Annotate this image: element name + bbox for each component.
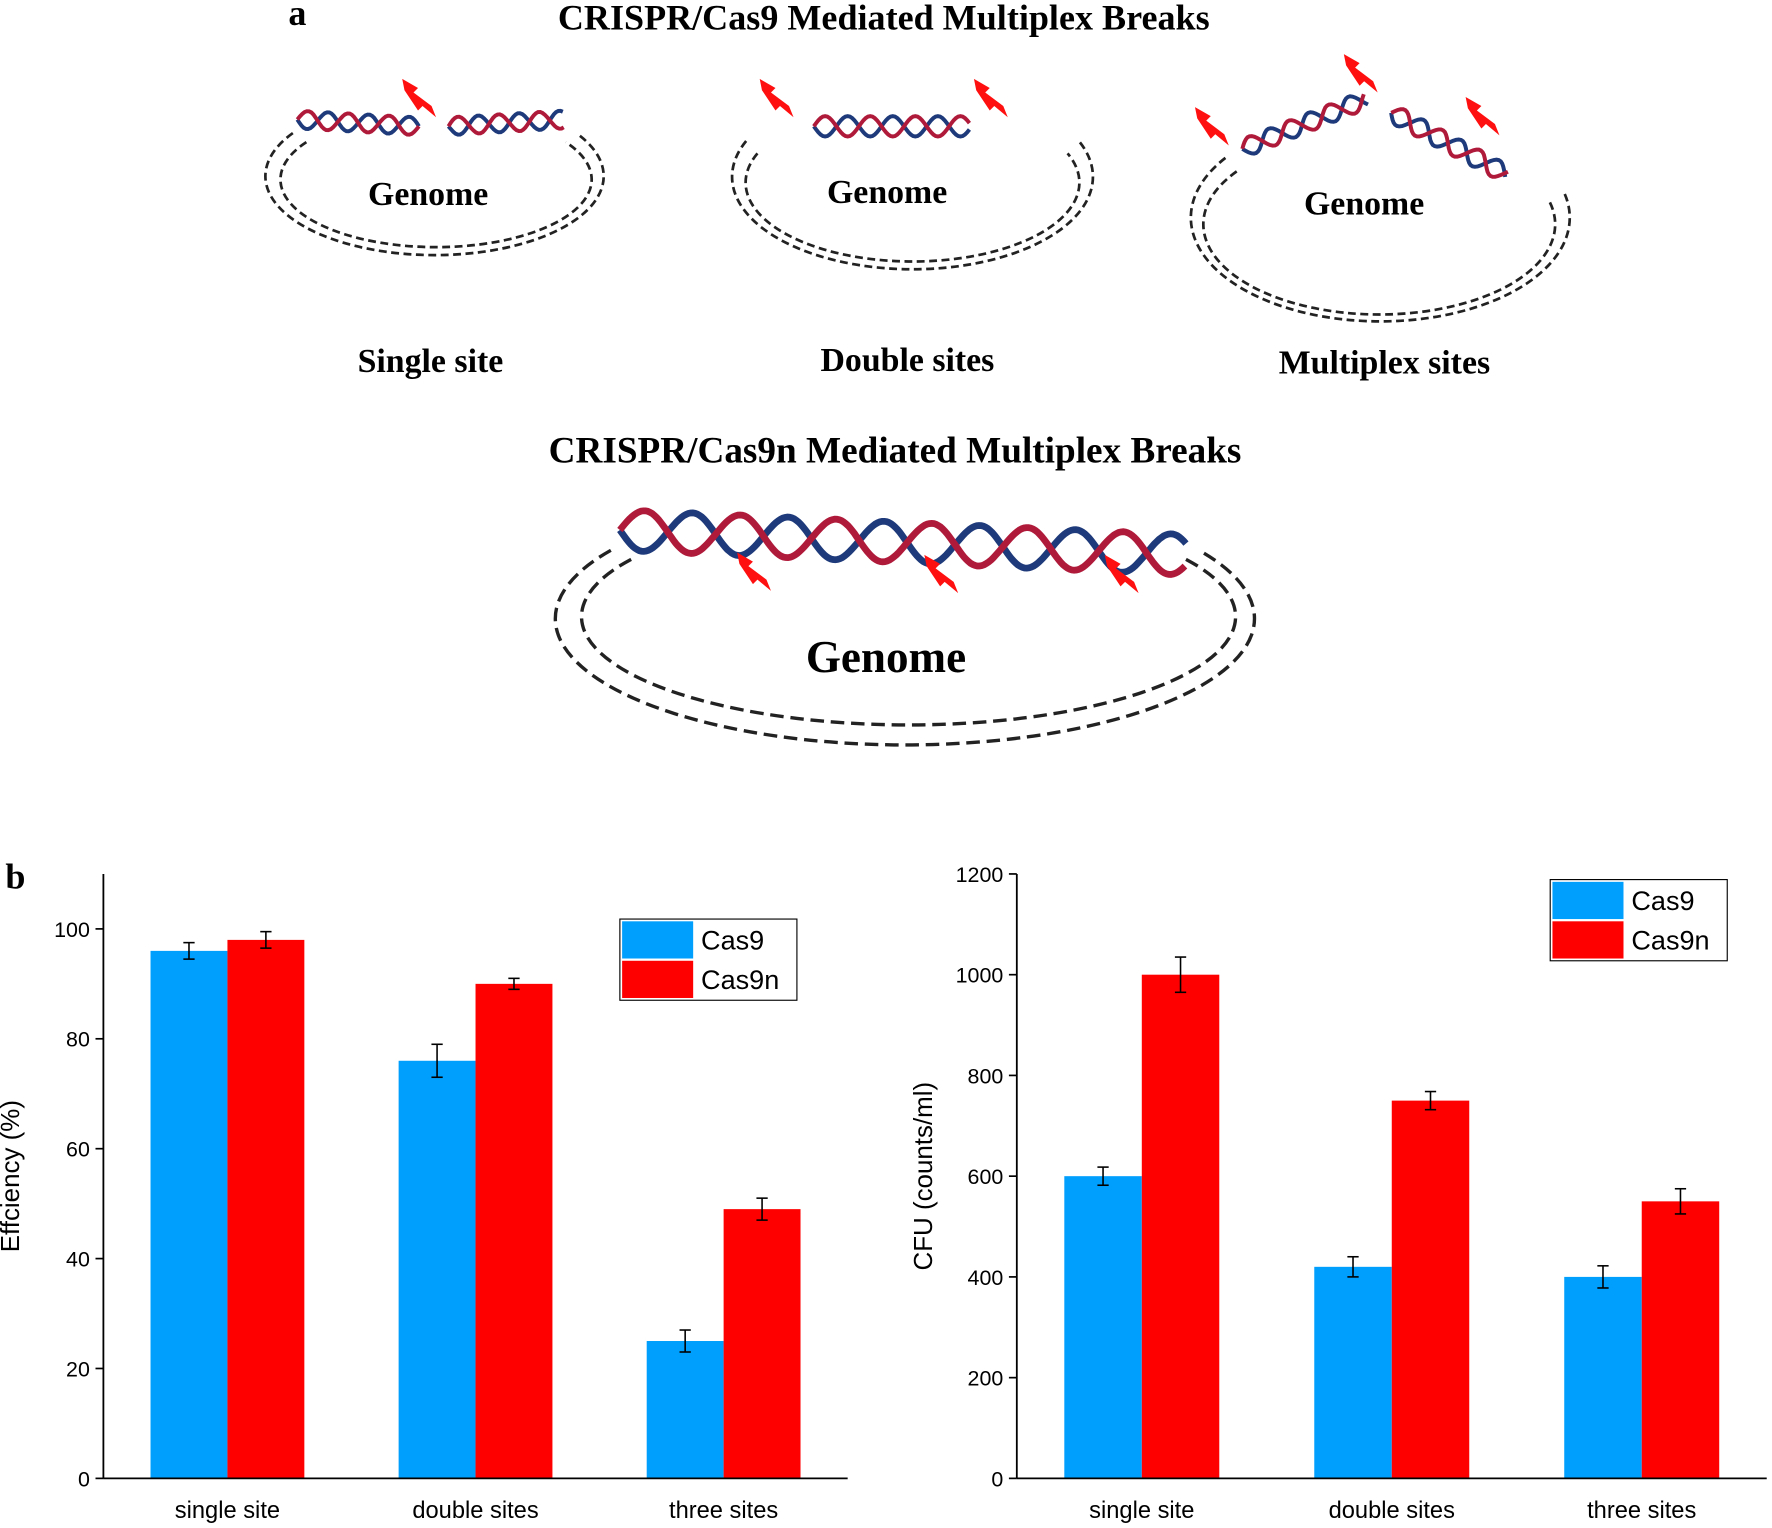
dna-strand (1390, 107, 1509, 179)
bar (1641, 1201, 1720, 1479)
y-tick-label: 600 (968, 1165, 1004, 1189)
x-tick-label: single site (175, 1498, 280, 1524)
x-tick-label: three sites (669, 1498, 778, 1524)
break-bolt (1465, 96, 1500, 136)
dna-strand (812, 114, 971, 139)
y-axis-title: Effciency (%) (0, 1100, 25, 1252)
y-tick-label: 0 (78, 1467, 90, 1491)
bar (1391, 1100, 1470, 1479)
legend-label: Cas9 (1631, 886, 1694, 916)
genome-outline (1189, 156, 1572, 323)
y-axis-title: CFU (counts/ml) (910, 1082, 938, 1271)
genome-label: Genome (806, 632, 966, 682)
y-tick-label: 800 (968, 1064, 1004, 1088)
genome-outline (744, 152, 1081, 263)
y-tick-label: 1200 (956, 863, 1004, 887)
y-tick-label: 80 (66, 1028, 90, 1052)
legend-label: Cas9n (701, 965, 779, 995)
site-caption: Double sites (820, 342, 994, 379)
error-bar (1097, 1166, 1109, 1187)
break-bolt (973, 78, 1008, 118)
bar (1564, 1276, 1642, 1479)
y-tick-label: 0 (991, 1467, 1003, 1491)
genome-outline (553, 548, 1257, 747)
error-bar (508, 977, 520, 991)
error-bar (1597, 1265, 1609, 1289)
y-tick-label: 100 (54, 918, 90, 942)
panel-label: a (288, 0, 306, 33)
dna-strand (617, 507, 1188, 578)
legend-swatch (622, 960, 694, 998)
genome-outline (579, 557, 1238, 727)
error-bar (1674, 1187, 1687, 1215)
bar (1314, 1266, 1392, 1479)
site-caption: Single site (358, 343, 504, 380)
genome-label: Genome (1304, 185, 1424, 222)
bar (646, 1341, 724, 1479)
legend-swatch (622, 921, 694, 959)
diagram-title: CRISPR/Cas9n Mediated Multiplex Breaks (549, 430, 1242, 471)
genome-label: Genome (368, 176, 488, 213)
dna-strand (1240, 93, 1366, 150)
bar (475, 983, 553, 1479)
bar (227, 939, 305, 1479)
x-tick-label: single site (1089, 1498, 1194, 1524)
bar (1141, 974, 1220, 1479)
bar (723, 1209, 801, 1479)
break-bolt (759, 78, 794, 118)
dna-strand (812, 114, 971, 139)
bar (150, 950, 228, 1479)
dna-strand (446, 109, 565, 136)
x-tick-label: three sites (1587, 1498, 1696, 1524)
error-bar (1174, 956, 1187, 994)
panel-label: b (5, 857, 25, 897)
bar (1064, 1176, 1142, 1479)
diagram-title: CRISPR/Cas9 Mediated Multiplex Breaks (558, 0, 1210, 37)
error-bar (260, 930, 272, 949)
y-tick-label: 1000 (956, 964, 1004, 988)
site-caption: Multiplex sites (1279, 344, 1490, 381)
error-bar (679, 1329, 691, 1353)
x-tick-label: double sites (412, 1498, 538, 1524)
x-tick-label: double sites (1329, 1498, 1455, 1524)
legend-swatch (1552, 921, 1624, 959)
y-tick-label: 40 (66, 1247, 90, 1271)
error-bar (756, 1197, 768, 1221)
genome-label: Genome (827, 174, 947, 211)
break-bolt (1194, 107, 1229, 146)
y-tick-label: 400 (968, 1266, 1004, 1290)
legend-swatch (1552, 881, 1624, 920)
break-bolt (1343, 54, 1378, 93)
break-bolt (1104, 554, 1139, 594)
genome-outline (279, 140, 594, 249)
legend-label: Cas9 (701, 926, 764, 956)
error-bar (1424, 1090, 1437, 1111)
y-tick-label: 60 (66, 1138, 90, 1162)
error-bar (1347, 1255, 1359, 1278)
break-bolt (737, 552, 771, 591)
dna-strand (295, 109, 421, 137)
break-bolt (402, 78, 437, 118)
y-tick-label: 20 (66, 1357, 90, 1381)
bar (398, 1060, 476, 1479)
genome-outline (1201, 170, 1557, 316)
genome-outline (264, 131, 605, 257)
y-tick-label: 200 (968, 1367, 1004, 1391)
error-bar (183, 941, 195, 960)
legend-label: Cas9n (1631, 926, 1709, 956)
error-bar (431, 1043, 443, 1079)
break-bolt (924, 554, 959, 594)
